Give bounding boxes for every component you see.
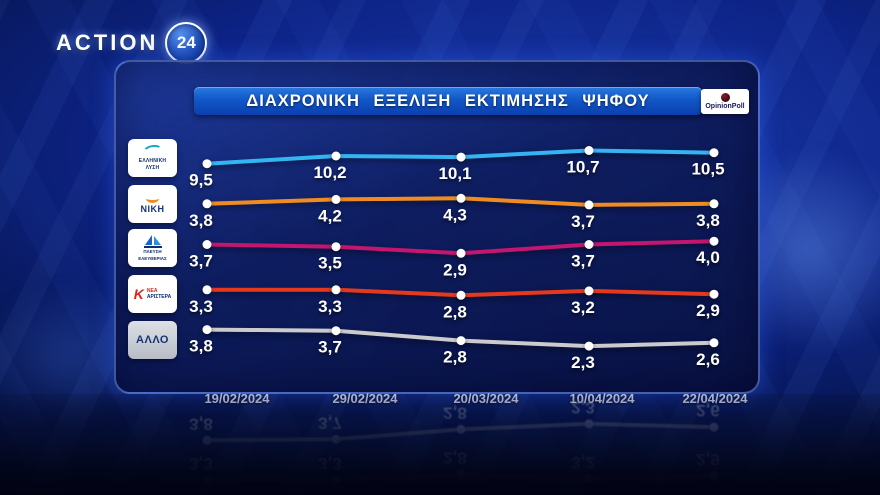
elliniki-lysi-swoosh-icon [141,143,164,160]
party-logo-elliniki-lysi: ΕΛΛΗΝΙΚΗ ΛΥΣΗ [128,139,177,177]
action24-logo: ACTION 24 [56,22,208,64]
nea-aristera-row: Κ ΝΕΑ ΑΡΙΣΤΕΡΑ [134,287,171,301]
party-label: ΛΥΣΗ [145,164,160,171]
chart-title: ΔΙΑΧΡΟΝΙΚΗ ΕΞΕΛΙΞΗ ΕΚΤΙΜΗΣΗΣ ΨΗΦΟΥ [194,87,702,115]
opinionpoll-logo-icon [720,93,730,102]
party-logo-allo: ΑΛΛΟ [128,321,177,359]
channel-name: ACTION [56,30,159,55]
party-label: ΑΛΛΟ [136,334,169,346]
party-label: ΑΡΙΣΤΕΡΑ [146,294,172,300]
poll-panel: ΔΙΑΧΡΟΝΙΚΗ ΕΞΕΛΙΞΗ ΕΚΤΙΜΗΣΗΣ ΨΗΦΟΥ Opini… [114,60,760,394]
party-label: ΕΛΛΗΝΙΚΗ [138,157,167,164]
party-label: ΝΕΑ [146,288,158,294]
party-logo-plefsi-eleftherias: ΠΛΕΥΣΗ ΕΛΕΥΘΕΡΙΑΣ [128,229,177,267]
party-label: ΠΛΕΥΣΗ [143,249,162,255]
niki-wing-icon [146,194,159,203]
party-logo-nea-aristera: Κ ΝΕΑ ΑΡΙΣΤΕΡΑ [128,275,177,313]
sailboat-icon [143,235,162,249]
opinionpoll-label: OpinionPoll [705,103,745,110]
channel-number-badge: 24 [165,22,208,64]
party-label: ΕΛΕΥΘΕΡΙΑΣ [138,255,167,261]
channel-number: 24 [176,33,196,52]
party-label: ΝΙΚΗ [140,204,165,214]
opinionpoll-badge: OpinionPoll [701,89,749,114]
party-logo-niki: ΝΙΚΗ [128,185,177,223]
nea-aristera-text: ΝΕΑ ΑΡΙΣΤΕΡΑ [147,288,171,300]
nea-aristera-mark-icon: Κ [133,286,144,302]
